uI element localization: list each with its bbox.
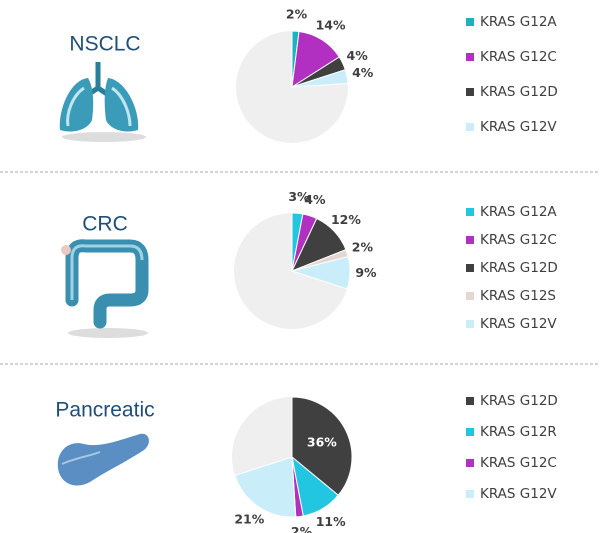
value-label: 3% [288, 189, 310, 204]
legend-swatch [466, 236, 474, 244]
legend-label: KRAS G12V [480, 119, 557, 135]
value-label: 21% [234, 511, 264, 526]
legend-swatch [466, 88, 474, 96]
legend-label: KRAS G12D [480, 260, 558, 276]
chart-title: NSCLC [69, 33, 140, 56]
legend-label: KRAS G12C [480, 49, 557, 65]
legend-label: KRAS G12C [480, 455, 557, 471]
legend-swatch [466, 292, 474, 300]
pancreas-icon [57, 433, 149, 486]
legend-swatch [466, 18, 474, 26]
legend-swatch [466, 459, 474, 467]
legend-label: KRAS G12S [480, 288, 556, 304]
value-label: 2% [286, 7, 308, 22]
value-label: 4% [352, 65, 374, 80]
value-label: 4% [304, 192, 326, 207]
legend-label: KRAS G12R [480, 424, 557, 440]
legend-swatch [466, 53, 474, 61]
chart-title: Pancreatic [55, 399, 154, 422]
legend-label: KRAS G12D [480, 393, 558, 409]
pie-slice [291, 69, 349, 88]
value-label: 11% [316, 514, 346, 529]
legend-label: KRAS G12A [480, 14, 557, 30]
colon-icon [61, 239, 149, 338]
value-label: 36% [307, 434, 337, 449]
value-label: 4% [347, 48, 369, 63]
pie-slice [291, 396, 353, 496]
legend-label: KRAS G12A [480, 204, 557, 220]
value-label: 14% [316, 18, 346, 33]
legend-swatch [466, 320, 474, 328]
value-label: 9% [355, 265, 377, 280]
legend-label: KRAS G12V [480, 316, 557, 332]
legend-label: KRAS G12C [480, 232, 557, 248]
legend-swatch [466, 123, 474, 131]
lungs-icon [59, 62, 146, 142]
legend-swatch [466, 264, 474, 272]
legend-label: KRAS G12V [480, 486, 557, 502]
value-label: 2% [352, 240, 374, 255]
pie-slice [290, 255, 351, 290]
legend-swatch [466, 397, 474, 405]
value-label: 12% [331, 212, 361, 227]
legend-swatch [466, 428, 474, 436]
pie-slice [234, 456, 297, 518]
legend-label: KRAS G12D [480, 84, 558, 100]
chart-title: CRC [82, 213, 128, 236]
legend-swatch [466, 490, 474, 498]
value-label: 2% [291, 524, 313, 533]
legend-swatch [466, 208, 474, 216]
